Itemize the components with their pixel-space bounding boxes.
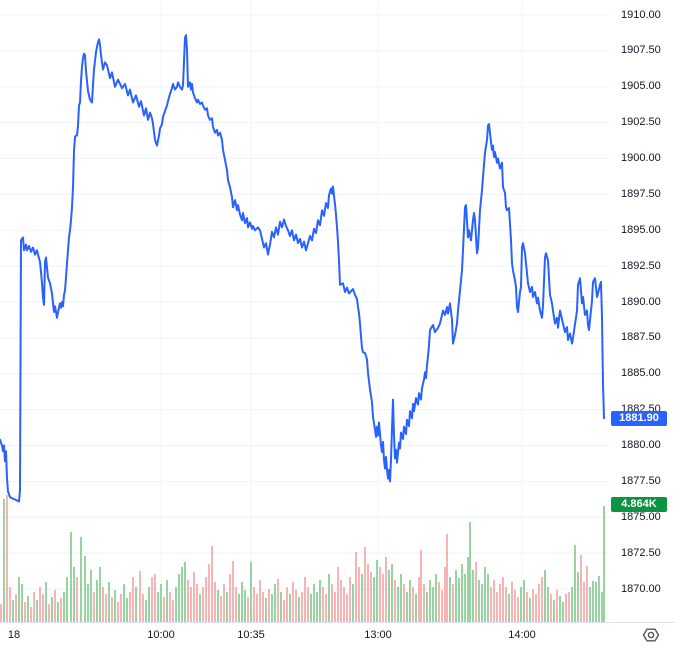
price-axis-label: 1907.50 [621, 44, 661, 57]
price-axis-label: 1880.00 [621, 439, 661, 451]
price-axis-label: 1887.50 [621, 331, 661, 344]
price-axis-label: 1902.50 [621, 116, 661, 129]
price-axis-label: 1885.00 [621, 367, 661, 380]
time-axis-label: 10:00 [147, 629, 175, 641]
price-axis-label: 1870.00 [621, 582, 661, 595]
price-axis-label: 1892.50 [621, 259, 661, 272]
axis-separator-line [0, 622, 675, 623]
price-axis-label: 1895.00 [621, 223, 661, 236]
price-axis-label: 1890.00 [621, 295, 661, 308]
time-axis-label: 14:00 [508, 629, 536, 641]
vertical-gridlines [160, 0, 523, 622]
price-axis-label: 1877.50 [621, 474, 661, 487]
price-axis-label: 1897.50 [621, 187, 661, 200]
gear-icon [642, 628, 660, 642]
volume-value-tag: 4.864K [611, 497, 667, 512]
price-axis[interactable]: 1910.00 1907.50 1905.00 1902.50 1900.00 1897.… [610, 0, 675, 622]
volume-bars [0, 495, 605, 622]
time-axis-label: 10:35 [237, 629, 265, 641]
time-axis-settings-button[interactable] [638, 624, 664, 646]
last-price-tag: 1881.90 [611, 410, 667, 426]
price-axis-label: 1872.50 [621, 546, 661, 559]
time-axis[interactable]: 18 10:00 10:35 13:00 14:00 [0, 623, 675, 648]
price-axis-label: 1900.00 [621, 152, 661, 164]
price-axis-label: 1910.00 [621, 8, 661, 21]
time-axis-label: 13:00 [364, 629, 392, 641]
price-line-series [0, 34, 605, 503]
price-axis-label: 1905.00 [621, 80, 661, 93]
time-axis-label: 18 [7, 629, 21, 641]
price-axis-label: 1875.00 [621, 510, 661, 523]
